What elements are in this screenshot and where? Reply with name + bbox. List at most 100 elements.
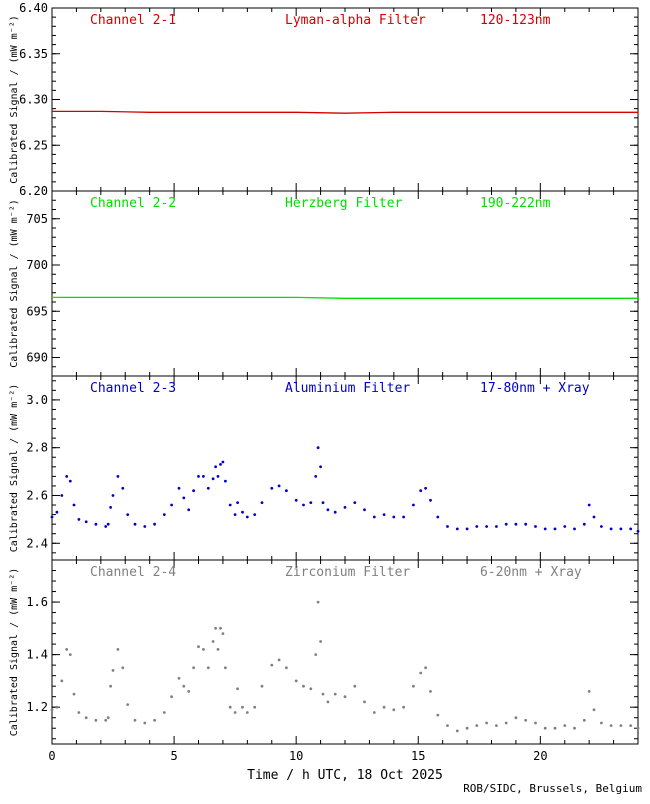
data-point xyxy=(221,460,225,464)
channel-label: Channel 2-4 xyxy=(90,565,176,580)
filter-label: Herzberg Filter xyxy=(285,196,403,211)
band-label: 120-123nm xyxy=(480,13,551,28)
data-point xyxy=(524,522,528,526)
series-line xyxy=(52,110,638,114)
data-point xyxy=(316,600,320,604)
data-point xyxy=(224,479,227,483)
data-point xyxy=(111,669,115,672)
data-point xyxy=(382,513,386,516)
panel-2: 690 695 700 705 Calibrated Signal / (mW m⁻²)… xyxy=(9,190,639,377)
data-point xyxy=(162,711,166,714)
data-point xyxy=(68,479,72,483)
data-point xyxy=(285,489,288,493)
data-point xyxy=(245,515,249,519)
data-point xyxy=(475,525,479,528)
data-point xyxy=(582,718,586,722)
data-point xyxy=(153,718,157,722)
panel-4: 1.2 1.4 1.6 Calibrated Signal / (mW m⁻²) Cha… xyxy=(9,559,640,745)
data-point xyxy=(233,513,237,516)
data-point xyxy=(514,716,518,720)
data-point xyxy=(436,515,440,519)
data-point xyxy=(321,692,325,696)
x-tick-label: 0 xyxy=(48,749,55,763)
data-point xyxy=(197,645,200,649)
data-point xyxy=(170,695,174,699)
data-point xyxy=(424,666,427,670)
channel-label: Channel 2-2 xyxy=(90,196,176,211)
data-point xyxy=(55,705,59,709)
data-point xyxy=(455,729,459,733)
data-point xyxy=(465,726,469,730)
data-point xyxy=(187,508,191,512)
data-point xyxy=(636,529,640,533)
data-point xyxy=(192,489,196,493)
data-point xyxy=(253,513,257,516)
data-point xyxy=(582,522,586,526)
data-point xyxy=(534,721,537,725)
data-point xyxy=(573,527,576,531)
series-line xyxy=(52,296,638,299)
data-point xyxy=(543,527,547,531)
data-point xyxy=(543,726,547,730)
y-tick-label: 700 xyxy=(26,258,48,272)
data-point xyxy=(485,525,488,528)
data-point xyxy=(294,498,298,502)
data-point xyxy=(343,695,347,699)
data-point xyxy=(592,515,596,519)
data-point xyxy=(228,705,232,709)
data-point xyxy=(600,525,603,528)
data-point xyxy=(121,666,125,670)
data-point xyxy=(202,475,205,478)
data-point xyxy=(302,503,305,507)
data-point xyxy=(106,522,110,526)
data-point xyxy=(429,690,432,693)
filter-label: Zirconium Filter xyxy=(285,565,410,580)
data-point xyxy=(309,687,313,691)
y-tick-label: 1.2 xyxy=(26,700,48,714)
data-point xyxy=(419,489,423,493)
data-point xyxy=(241,510,244,514)
data-point xyxy=(219,626,222,630)
data-point xyxy=(314,475,318,478)
data-point xyxy=(436,713,440,717)
data-point xyxy=(504,522,508,526)
y-axis-label: Calibrated Signal / (mW m⁻²) xyxy=(9,199,20,368)
x-axis: 0 5 10 15 20 xyxy=(48,749,547,763)
data-point xyxy=(153,522,157,526)
x-tick-label: 10 xyxy=(289,749,303,763)
data-point xyxy=(609,724,613,727)
data-point xyxy=(162,513,166,516)
data-point xyxy=(221,632,225,635)
data-point xyxy=(475,724,479,727)
y-tick-label: 6.20 xyxy=(19,184,48,198)
data-point xyxy=(182,684,186,688)
data-point xyxy=(382,705,386,709)
data-point xyxy=(587,690,591,693)
panel-frame xyxy=(51,7,639,192)
data-point xyxy=(116,648,120,651)
data-point xyxy=(504,721,508,725)
data-point xyxy=(277,658,281,662)
data-point xyxy=(233,711,237,714)
y-tick-label: 1.4 xyxy=(26,648,48,662)
data-point xyxy=(260,684,264,688)
data-point xyxy=(419,671,423,675)
data-point xyxy=(326,508,330,512)
channel-label: Channel 2-1 xyxy=(90,13,176,28)
data-point xyxy=(50,515,54,519)
data-point xyxy=(319,465,322,469)
data-point xyxy=(109,506,112,509)
x-tick-label: 15 xyxy=(411,749,425,763)
data-point xyxy=(109,684,112,688)
data-point xyxy=(412,503,415,507)
channel-label: Channel 2-3 xyxy=(90,381,176,396)
y-tick-label: 690 xyxy=(26,351,48,365)
data-point xyxy=(553,527,557,531)
band-label: 6-20nm + Xray xyxy=(480,565,582,580)
data-point xyxy=(424,486,427,490)
y-tick-label: 695 xyxy=(26,304,48,318)
data-point xyxy=(465,527,469,531)
